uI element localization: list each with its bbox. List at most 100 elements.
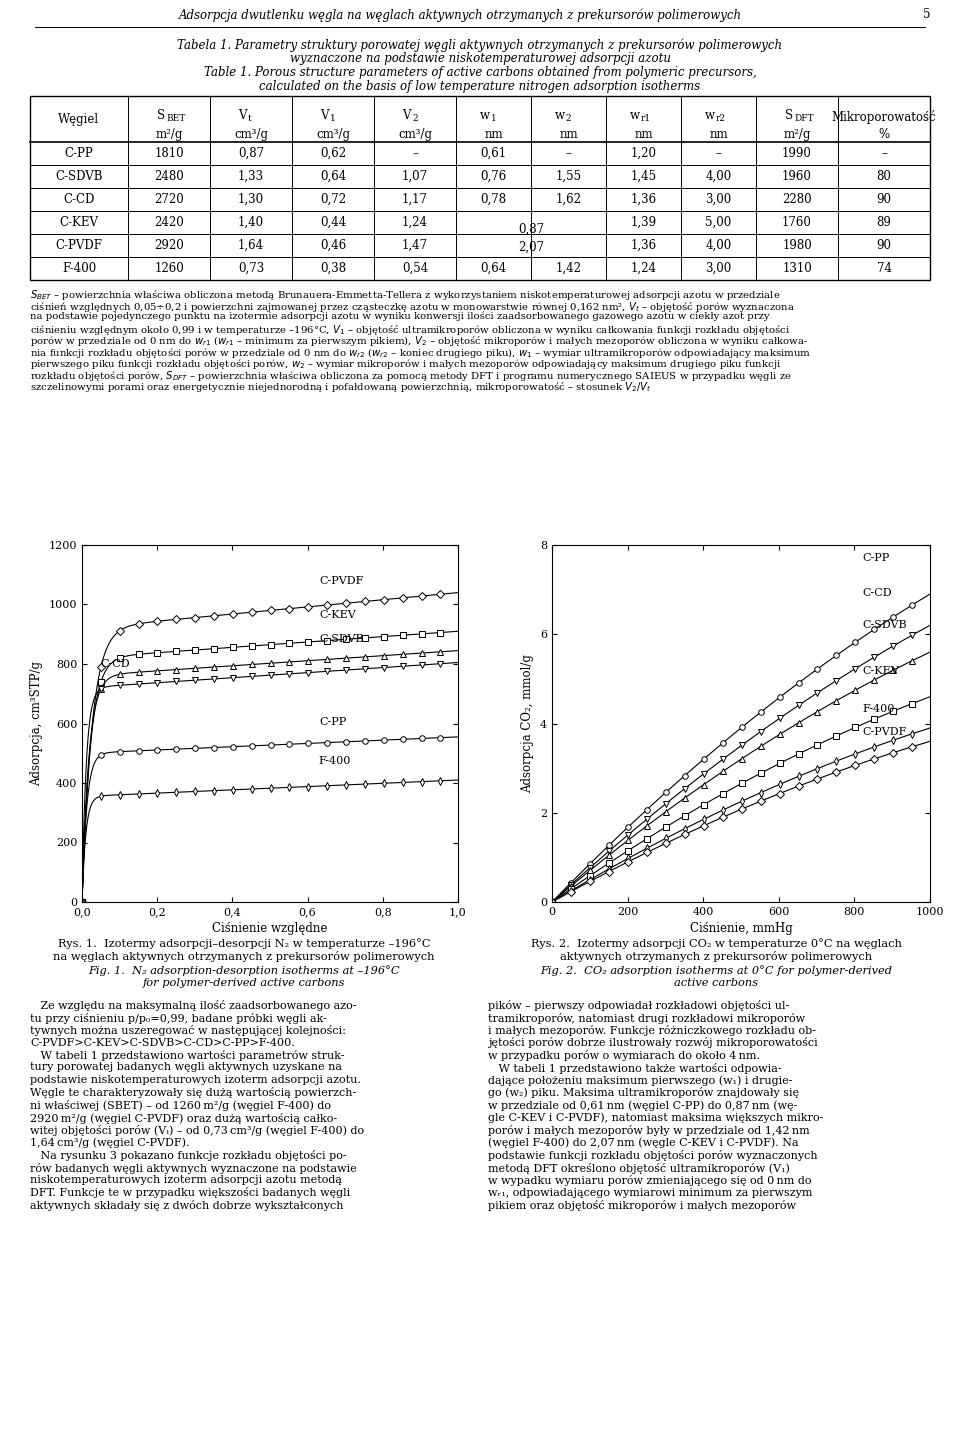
Text: pierwszego piku funkcji rozkładu objętości porów, $w_2$ – wymiar mikroporów i ma: pierwszego piku funkcji rozkładu objętoś… — [30, 357, 781, 371]
Text: go (w₂) piku. Maksima ultramikroporów znajdowały się: go (w₂) piku. Maksima ultramikroporów zn… — [488, 1088, 799, 1099]
Text: szczelinowymi porami oraz energetycznie niejednorodną i pofałdowaną powierzchnią: szczelinowymi porami oraz energetycznie … — [30, 380, 652, 394]
Text: 0,64: 0,64 — [320, 171, 347, 183]
Text: 1,40: 1,40 — [238, 216, 264, 229]
Text: active carbons: active carbons — [674, 977, 758, 987]
Text: DFT: DFT — [794, 115, 814, 123]
Text: 1,17: 1,17 — [402, 193, 428, 206]
Text: 2: 2 — [412, 115, 418, 123]
Text: 1,20: 1,20 — [631, 148, 657, 160]
Text: w: w — [630, 109, 639, 122]
Text: wᵣ₁, odpowiadającego wymiarowi minimum za pierwszym: wᵣ₁, odpowiadającego wymiarowi minimum z… — [488, 1188, 812, 1198]
Text: 1,47: 1,47 — [402, 239, 428, 252]
Text: w: w — [555, 109, 564, 122]
Text: i małych mezoporów. Funkcje różniczkowego rozkładu ob-: i małych mezoporów. Funkcje różniczkoweg… — [488, 1025, 816, 1036]
Text: BET: BET — [166, 115, 185, 123]
Text: %: % — [878, 128, 890, 140]
Text: rów badanych węgli aktywnych wyznaczone na podstawie: rów badanych węgli aktywnych wyznaczone … — [30, 1162, 357, 1174]
Text: 5: 5 — [923, 9, 930, 21]
Text: Fig. 2.  CO₂ adsorption isotherms at 0°C for polymer-derived: Fig. 2. CO₂ adsorption isotherms at 0°C … — [540, 964, 892, 976]
Text: $S_{BET}$ – powierzchnia właściwa obliczona metodą Brunauera-Emmetta-Tellera z w: $S_{BET}$ – powierzchnia właściwa oblicz… — [30, 288, 780, 302]
Text: 2720: 2720 — [155, 193, 184, 206]
Text: Na rysunku 3 pokazano funkcje rozkładu objętości po-: Na rysunku 3 pokazano funkcje rozkładu o… — [30, 1151, 347, 1161]
Text: 1980: 1980 — [782, 239, 812, 252]
Text: 1,64: 1,64 — [238, 239, 264, 252]
Text: C-PVDF: C-PVDF — [56, 239, 103, 252]
Text: 1,62: 1,62 — [556, 193, 582, 206]
X-axis label: Ciśnienie względne: Ciśnienie względne — [212, 923, 327, 936]
Text: 5,00: 5,00 — [706, 216, 732, 229]
Text: Table 1. Porous structure parameters of active carbons obtained from polymeric p: Table 1. Porous structure parameters of … — [204, 66, 756, 79]
Text: 1,36: 1,36 — [631, 193, 657, 206]
Text: 2: 2 — [565, 115, 571, 123]
Text: C-CD: C-CD — [101, 659, 131, 669]
Text: 3,00: 3,00 — [706, 262, 732, 275]
Text: Tabela 1. Parametry struktury porowatej węgli aktywnych otrzymanych z prekursoró: Tabela 1. Parametry struktury porowatej … — [178, 39, 782, 52]
Text: 1,24: 1,24 — [631, 262, 657, 275]
Text: V: V — [238, 109, 247, 122]
Text: 4,00: 4,00 — [706, 239, 732, 252]
Y-axis label: Adsorpcja, cm³STP/g: Adsorpcja, cm³STP/g — [30, 661, 43, 785]
Text: –: – — [565, 148, 571, 160]
Text: nia funkcji rozkładu objętości porów w przedziale od 0 nm do $w_{r2}$ ($w_{r2}$ : nia funkcji rozkładu objętości porów w p… — [30, 345, 811, 360]
Text: 90: 90 — [876, 239, 892, 252]
Text: S: S — [156, 109, 165, 122]
Text: na węglach aktywnych otrzymanych z prekursorów polimerowych: na węglach aktywnych otrzymanych z preku… — [53, 952, 435, 962]
Text: t: t — [248, 115, 252, 123]
Text: 74: 74 — [876, 262, 892, 275]
Text: aktywnych otrzymanych z prekursorów polimerowych: aktywnych otrzymanych z prekursorów poli… — [560, 952, 872, 962]
Text: 2280: 2280 — [782, 193, 812, 206]
Text: 2420: 2420 — [155, 216, 184, 229]
Y-axis label: Adsorpcja CO₂, mmol/g: Adsorpcja CO₂, mmol/g — [521, 653, 535, 792]
Text: 0,64: 0,64 — [480, 262, 507, 275]
Text: DFT. Funkcje te w przypadku większości badanych węgli: DFT. Funkcje te w przypadku większości b… — [30, 1188, 350, 1198]
Text: 1960: 1960 — [782, 171, 812, 183]
Text: w przypadku porów o wymiarach do około 4 nm.: w przypadku porów o wymiarach do około 4… — [488, 1050, 760, 1060]
Text: C-PVDF: C-PVDF — [862, 727, 906, 737]
Text: C-PVDF: C-PVDF — [319, 576, 363, 586]
Text: C-SDVB: C-SDVB — [319, 633, 364, 643]
Text: 1,42: 1,42 — [556, 262, 582, 275]
Text: 0,46: 0,46 — [320, 239, 347, 252]
Text: 2920: 2920 — [155, 239, 184, 252]
Text: 1,45: 1,45 — [631, 171, 657, 183]
Text: ciśnieniu względnym około 0,99 i w temperaturze –196°C, $V_1$ – objętość ultrami: ciśnieniu względnym około 0,99 i w tempe… — [30, 322, 790, 337]
Text: 1,24: 1,24 — [402, 216, 428, 229]
Text: nm: nm — [559, 128, 578, 140]
Text: Rys. 1.  Izotermy adsorpcji–desorpcji N₂ w temperaturze –196°C: Rys. 1. Izotermy adsorpcji–desorpcji N₂ … — [58, 939, 430, 949]
Text: 1: 1 — [330, 115, 336, 123]
Text: 89: 89 — [876, 216, 892, 229]
Text: 1810: 1810 — [155, 148, 183, 160]
Text: dające położeniu maksimum pierwszego (w₁) i drugie-: dające położeniu maksimum pierwszego (w₁… — [488, 1075, 793, 1086]
Text: tywnych można uszeregować w następującej kolejności:: tywnych można uszeregować w następującej… — [30, 1025, 346, 1036]
Text: calculated on the basis of low temperature nitrogen adsorption isotherms: calculated on the basis of low temperatu… — [259, 80, 701, 93]
Text: rozkładu objętości porów, $S_{DFT}$ – powierzchnia właściwa obliczona za pomocą : rozkładu objętości porów, $S_{DFT}$ – po… — [30, 368, 792, 383]
Text: ciśnień względnych 0,05÷0,2 i powierzchni zajmowanej przez cząsteczkę azotu w mo: ciśnień względnych 0,05÷0,2 i powierzchn… — [30, 299, 795, 314]
Text: W tabeli 1 przedstawiono także wartości odpowia-: W tabeli 1 przedstawiono także wartości … — [488, 1062, 781, 1073]
Text: cm³/g: cm³/g — [316, 128, 350, 140]
Text: w przedziale od 0,61 nm (węgiel C-PP) do 0,87 nm (wę-: w przedziale od 0,61 nm (węgiel C-PP) do… — [488, 1101, 798, 1111]
Text: podstawie funkcji rozkładu objętości porów wyznaczonych: podstawie funkcji rozkładu objętości por… — [488, 1151, 818, 1161]
Text: (węgiel F-400) do 2,07 nm (węgle C-KEV i C-PVDF). Na: (węgiel F-400) do 2,07 nm (węgle C-KEV i… — [488, 1138, 799, 1148]
Text: Fig. 1.  N₂ adsorption-desorption isotherms at –196°C: Fig. 1. N₂ adsorption-desorption isother… — [88, 964, 399, 976]
Text: C-KEV: C-KEV — [862, 666, 899, 676]
Text: 0,61: 0,61 — [480, 148, 507, 160]
Text: na podstawie pojedynczego punktu na izotermie adsorpcji azotu w wyniku konwersji: na podstawie pojedynczego punktu na izot… — [30, 311, 770, 321]
Text: F-400: F-400 — [862, 705, 895, 714]
Text: –: – — [881, 148, 887, 160]
Text: 0,72: 0,72 — [320, 193, 346, 206]
Text: 1,36: 1,36 — [631, 239, 657, 252]
Text: 1260: 1260 — [155, 262, 184, 275]
Text: Adsorpcja dwutlenku węgla na węglach aktywnych otrzymanych z prekursorów polimer: Adsorpcja dwutlenku węgla na węglach akt… — [179, 9, 741, 21]
Text: C-SDVB: C-SDVB — [862, 619, 906, 629]
Text: pikiem oraz objętość mikroporów i małych mezoporów: pikiem oraz objętość mikroporów i małych… — [488, 1199, 796, 1211]
Text: nm: nm — [484, 128, 503, 140]
Text: Rys. 2.  Izotermy adsorpcji CO₂ w temperaturze 0°C na węglach: Rys. 2. Izotermy adsorpcji CO₂ w tempera… — [531, 939, 901, 949]
Text: 80: 80 — [876, 171, 892, 183]
Text: 0,87: 0,87 — [518, 222, 544, 235]
Text: 3,00: 3,00 — [706, 193, 732, 206]
Text: V: V — [402, 109, 411, 122]
Text: Mikroporowatość: Mikroporowatość — [831, 110, 936, 125]
Text: wyznaczone na podstawie niskotemperaturowej adsorpcji azotu: wyznaczone na podstawie niskotemperaturo… — [290, 52, 670, 64]
Text: 0,87: 0,87 — [238, 148, 264, 160]
Text: C-KEV: C-KEV — [319, 610, 355, 620]
